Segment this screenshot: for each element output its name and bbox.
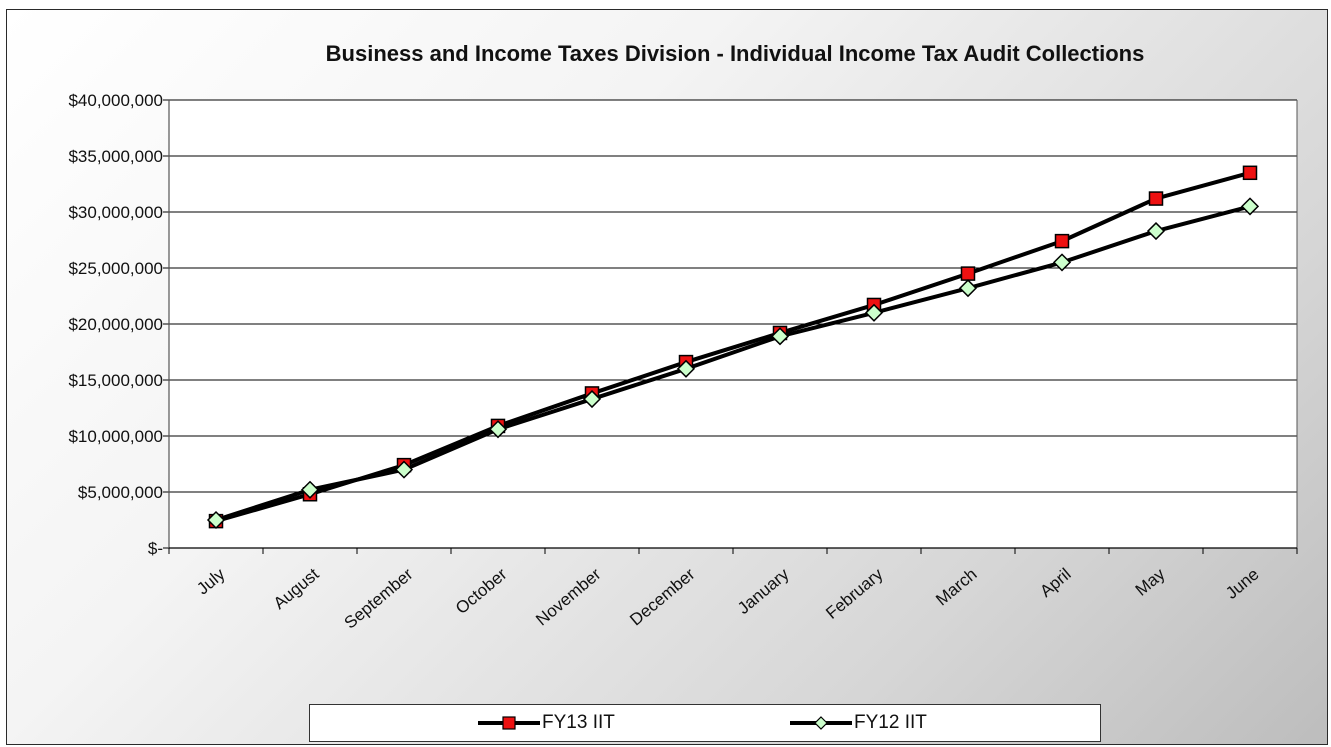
x-tick-label: December [626, 564, 699, 629]
legend-swatch-fy13 [478, 716, 540, 730]
legend: FY13 IIT FY12 IIT [309, 704, 1101, 742]
y-tick-label: $10,000,000 [68, 427, 163, 446]
data-point [676, 359, 696, 378]
data-point [960, 266, 976, 281]
x-tick-label: January [734, 564, 793, 618]
series-line-1 [215, 204, 1251, 522]
legend-swatch-fy12 [790, 716, 852, 730]
data-point [582, 389, 602, 409]
data-point [1052, 253, 1072, 272]
y-tick-label: $20,000,000 [68, 315, 163, 334]
data-point [1240, 197, 1260, 216]
data-point [770, 327, 790, 346]
legend-label-fy12: FY12 IIT [854, 712, 927, 733]
x-tick-label: July [193, 564, 229, 598]
y-tick-label: $25,000,000 [68, 259, 163, 278]
x-tick-label: March [932, 565, 980, 610]
data-point [1054, 233, 1070, 249]
x-tick-label: August [270, 564, 323, 613]
data-point [1148, 191, 1164, 206]
x-tick-label: November [532, 564, 605, 629]
x-tick-label: June [1222, 565, 1262, 603]
x-tick-label: February [822, 564, 887, 623]
y-tick-label: $35,000,000 [68, 147, 163, 166]
y-tick-label: $- [148, 539, 163, 558]
data-point [958, 279, 978, 298]
data-point [488, 420, 508, 439]
x-tick-label: April [1036, 565, 1074, 601]
series-line-0 [215, 170, 1251, 524]
legend-label-fy13: FY13 IIT [542, 712, 615, 733]
x-tick-label: September [341, 564, 417, 632]
data-point [1146, 221, 1166, 241]
legend-item-fy13: FY13 IIT [478, 705, 615, 741]
chart-title: Business and Income Taxes Division - Ind… [325, 41, 1145, 66]
legend-item-fy12: FY12 IIT [790, 705, 927, 741]
y-tick-label: $15,000,000 [68, 371, 163, 390]
x-tick-label: May [1132, 564, 1169, 600]
x-tick-label: October [452, 564, 511, 618]
y-tick-label: $40,000,000 [68, 91, 163, 110]
data-point [864, 303, 884, 322]
data-point [394, 460, 414, 479]
y-tick-label: $30,000,000 [68, 203, 163, 222]
data-point [300, 480, 320, 499]
data-point [1242, 165, 1258, 181]
data-point [206, 510, 226, 530]
y-tick-label: $5,000,000 [78, 483, 163, 502]
